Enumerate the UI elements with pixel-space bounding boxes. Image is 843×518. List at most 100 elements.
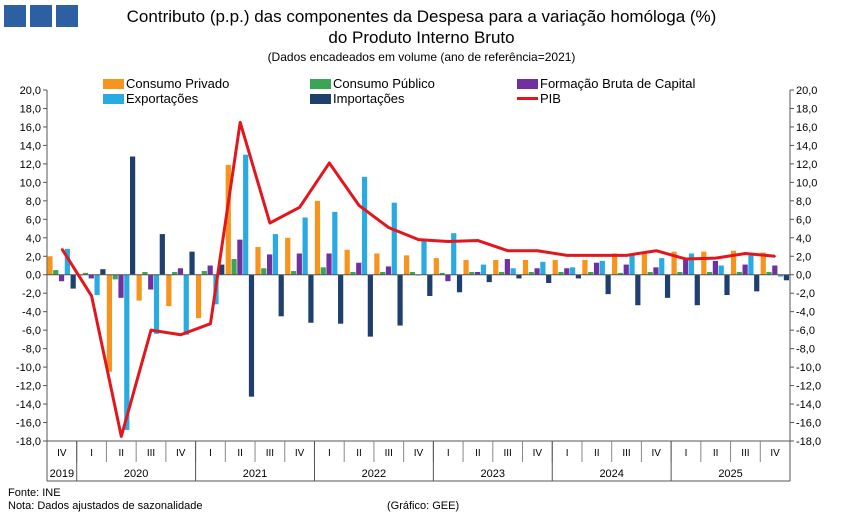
- legend-importacoes: Importações: [310, 91, 405, 106]
- y-tick-label-right: 20,0: [796, 85, 817, 97]
- x-year-label: 2020: [124, 468, 148, 480]
- x-year-label: 2021: [243, 468, 267, 480]
- x-tick-label: I: [209, 448, 212, 459]
- bar-importacoes: [605, 274, 611, 295]
- bar-importacoes: [575, 274, 581, 279]
- bar-importacoes: [664, 274, 671, 298]
- bar-consumo-publico: [172, 271, 178, 275]
- bar-exportacoes: [718, 265, 724, 275]
- point-pib: [298, 206, 301, 209]
- x-tick-label: II: [237, 448, 243, 459]
- point-pib: [477, 239, 479, 242]
- y-tick-label-right: 18,0: [796, 103, 817, 115]
- bar-exportacoes: [243, 154, 249, 275]
- bar-exportacoes: [570, 267, 576, 275]
- y-tick-label-left: 4,0: [26, 233, 41, 245]
- x-tick-label: IV: [57, 448, 67, 459]
- y-tick-label-right: 12,0: [796, 159, 817, 171]
- point-pib: [506, 249, 509, 252]
- chart-title-line2: do Produto Interno Bruto: [328, 28, 515, 47]
- x-tick-label: I: [685, 448, 688, 459]
- bar-importacoes: [248, 274, 255, 397]
- bar-fbc: [58, 274, 65, 282]
- y-tick-label-right: 0,0: [796, 270, 811, 282]
- bar-consumo-publico: [439, 272, 445, 275]
- point-pib: [566, 254, 568, 257]
- legend-label-consumo-privado: Consumo Privado: [126, 76, 230, 91]
- bar-consumo-privado: [552, 259, 558, 275]
- bar-fbc: [772, 265, 778, 275]
- legend-label-exportacoes: Exportações: [126, 91, 199, 106]
- point-pib: [744, 252, 747, 255]
- legend-swatch-consumo-privado: [103, 78, 124, 89]
- bar-fbc: [177, 268, 184, 275]
- bar-consumo-publico: [528, 271, 534, 275]
- bar-fbc: [296, 253, 302, 275]
- point-pib: [209, 322, 212, 325]
- bar-consumo-privado: [195, 274, 202, 319]
- bar-importacoes: [694, 274, 700, 306]
- x-year-label: 2023: [481, 468, 505, 480]
- bar-consumo-publico: [53, 270, 59, 275]
- legend-consumo-privado: Consumo Privado: [103, 76, 229, 91]
- bar-importacoes: [754, 274, 760, 292]
- bar-importacoes: [427, 274, 433, 296]
- y-tick-label-left: -18,0: [16, 436, 41, 448]
- y-tick-label-right: 10,0: [796, 177, 817, 189]
- bar-exportacoes: [391, 202, 397, 275]
- x-tick-label: I: [447, 448, 450, 459]
- bar-consumo-publico: [409, 271, 415, 275]
- y-tick-label-left: -10,0: [16, 362, 41, 374]
- bar-exportacoes: [361, 176, 368, 275]
- bar-importacoes: [308, 274, 314, 323]
- bar-fbc: [207, 265, 213, 275]
- legend-swatch-pib: [517, 97, 538, 100]
- point-pib: [685, 258, 687, 260]
- bar-fbc: [623, 264, 629, 275]
- bar-consumo-publico: [82, 272, 89, 275]
- y-tick-label-left: -12,0: [16, 381, 41, 393]
- bar-consumo-privado: [344, 249, 350, 275]
- x-tick-label: IV: [295, 448, 305, 459]
- bar-consumo-privado: [701, 251, 707, 275]
- point-pib: [239, 121, 241, 124]
- x-tick-label: IV: [414, 448, 424, 459]
- gee-logo: [4, 5, 78, 27]
- legend-label-pib: PIB: [540, 91, 561, 106]
- bar-consumo-privado: [671, 251, 677, 275]
- x-year-label: 2022: [362, 468, 386, 480]
- bar-consumo-privado: [106, 274, 112, 372]
- bar-fbc: [475, 271, 481, 275]
- x-tick-label: I: [328, 448, 331, 459]
- bar-consumo-publico: [350, 271, 356, 275]
- bar-fbc: [534, 268, 540, 275]
- bar-fbc: [683, 259, 689, 275]
- bar-fbc: [326, 253, 332, 275]
- footer-credit: (Gráfico: GEE): [387, 500, 460, 512]
- point-pib: [179, 333, 182, 336]
- point-pib: [269, 222, 271, 224]
- y-tick-label-right: -16,0: [796, 418, 821, 430]
- bar-consumo-publico: [647, 271, 653, 275]
- bar-importacoes: [189, 251, 195, 275]
- point-pib: [328, 162, 331, 164]
- bar-importacoes: [635, 274, 641, 306]
- bar-fbc: [88, 274, 94, 279]
- bar-consumo-publico: [320, 267, 326, 275]
- bar-exportacoes: [302, 217, 308, 275]
- bar-importacoes: [486, 274, 492, 283]
- legend-swatch-consumo-publico: [310, 78, 331, 89]
- bar-importacoes: [516, 274, 522, 279]
- point-pib: [774, 255, 776, 258]
- bar-consumo-privado: [314, 200, 321, 275]
- y-tick-label-left: 8,0: [26, 196, 41, 208]
- bar-exportacoes: [688, 253, 695, 275]
- bar-exportacoes: [510, 268, 516, 275]
- chart-subtitle: (Dados encadeados em volume (ano de refe…: [267, 50, 576, 64]
- x-year-label: 2025: [718, 468, 742, 480]
- bar-fbc: [593, 262, 600, 275]
- y-tick-label-right: 6,0: [796, 214, 811, 226]
- footer-note: Nota: Dados ajustados de sazonalidade: [8, 500, 203, 512]
- x-tick-label: III: [741, 448, 749, 459]
- bar-fbc: [742, 264, 748, 275]
